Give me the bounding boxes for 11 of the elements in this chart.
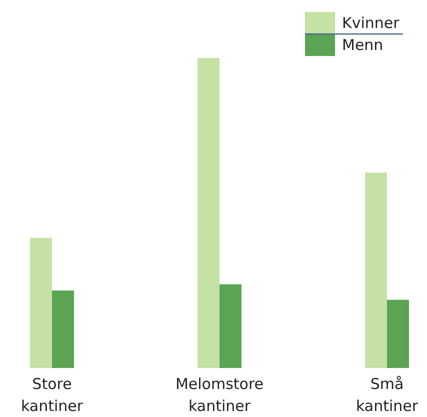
legend-label: Menn xyxy=(342,36,384,54)
x-tick-label: Store kantiner xyxy=(20,375,84,415)
bar xyxy=(387,300,409,368)
bar xyxy=(365,172,387,368)
bar xyxy=(198,58,220,368)
legend-label: Kvinner xyxy=(342,14,400,32)
x-tick-label: Små kantiner xyxy=(356,375,419,415)
bar xyxy=(52,290,74,368)
x-tick-label: Melomstore kantiner xyxy=(175,375,264,415)
bar xyxy=(30,238,52,368)
bar xyxy=(220,284,242,368)
